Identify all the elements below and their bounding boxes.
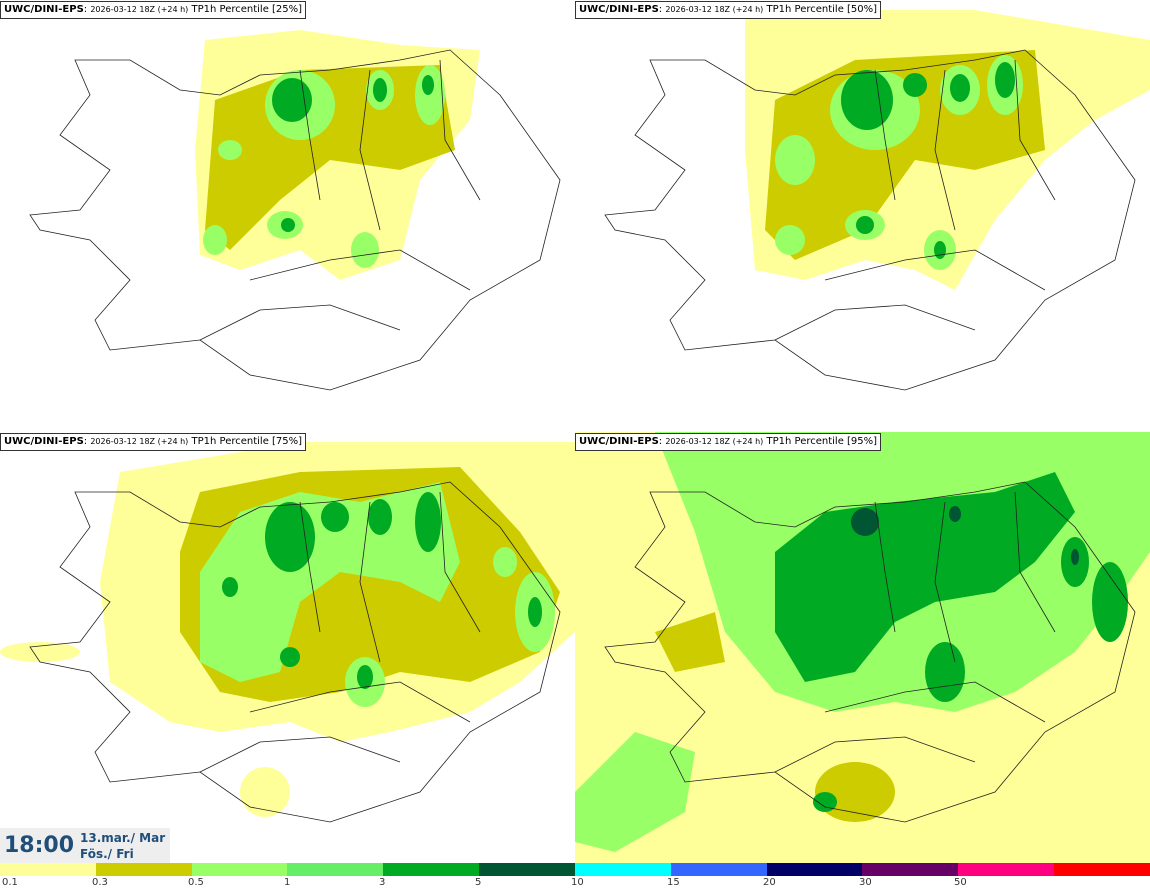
colorbar-tick-label: 10 bbox=[571, 877, 584, 888]
iceland-outline bbox=[604, 49, 1136, 391]
colorbar-tick-label: 0.1 bbox=[2, 877, 18, 888]
colorbar-swatch bbox=[95, 863, 192, 876]
colorbar-tick-label: 1 bbox=[284, 877, 291, 888]
date-line: 13.mar./ Mar bbox=[80, 831, 166, 845]
colorbar-swatch bbox=[574, 863, 671, 876]
map-panel-50: UWC/DINI-EPS: 2026-03-12 18Z (+24 h) TP1… bbox=[575, 0, 1150, 431]
colorbar-tick-label: 20 bbox=[763, 877, 776, 888]
colorbar-tick-label: 0.3 bbox=[92, 877, 108, 888]
map-canvas bbox=[29, 30, 561, 391]
colorbar-swatch bbox=[862, 863, 959, 876]
colorbar-tick-label: 30 bbox=[859, 877, 872, 888]
panel-title: UWC/DINI-EPS: 2026-03-12 18Z (+24 h) TP1… bbox=[575, 1, 882, 19]
colorbar-tick-label: 3 bbox=[379, 877, 386, 888]
panel-title: UWC/DINI-EPS: 2026-03-12 18Z (+24 h) TP1… bbox=[575, 433, 882, 451]
colorbar-swatch bbox=[191, 863, 288, 876]
day-line: Fös./ Fri bbox=[80, 847, 134, 861]
precip-darkgreen bbox=[851, 506, 1079, 565]
colorbar-tick-label: 50 bbox=[954, 877, 967, 888]
precip-olive bbox=[655, 612, 895, 822]
colorbar-labels: 0.1 0.3 0.5 1 3 5 10 15 20 30 50 bbox=[0, 876, 1150, 891]
iceland-outline bbox=[29, 481, 561, 823]
iceland-outline bbox=[29, 49, 561, 391]
precip-green bbox=[775, 472, 1128, 812]
map-panel-75: UWC/DINI-EPS: 2026-03-12 18Z (+24 h) TP1… bbox=[0, 432, 575, 863]
map-panel-95: UWC/DINI-EPS: 2026-03-12 18Z (+24 h) TP1… bbox=[575, 432, 1150, 863]
colorbar-tick-label: 0.5 bbox=[188, 877, 204, 888]
map-panel-25: UWC/DINI-EPS: 2026-03-12 18Z (+24 h) TP1… bbox=[0, 0, 575, 431]
precip-green bbox=[841, 62, 1015, 259]
valid-time-box: 18:00 13.mar./ Mar Fös./ Fri bbox=[0, 828, 170, 863]
precip-colorbar bbox=[0, 863, 1150, 876]
colorbar-swatch bbox=[383, 863, 480, 876]
valid-time-clock: 18:00 bbox=[4, 833, 75, 858]
colorbar-swatch bbox=[1054, 863, 1150, 876]
map-canvas bbox=[604, 10, 1150, 391]
colorbar-tick-label: 5 bbox=[475, 877, 482, 888]
colorbar-swatch bbox=[766, 863, 863, 876]
panel-title: UWC/DINI-EPS: 2026-03-12 18Z (+24 h) TP1… bbox=[0, 433, 307, 451]
map-canvas bbox=[0, 442, 575, 823]
colorbar-swatch bbox=[670, 863, 767, 876]
colorbar-swatch bbox=[0, 863, 96, 876]
valid-time-date: 13.mar./ Mar Fös./ Fri bbox=[80, 830, 165, 862]
colorbar-swatch bbox=[958, 863, 1055, 876]
panel-title: UWC/DINI-EPS: 2026-03-12 18Z (+24 h) TP1… bbox=[0, 1, 307, 19]
colorbar-swatch bbox=[479, 863, 575, 876]
colorbar-swatch bbox=[287, 863, 384, 876]
map-canvas bbox=[575, 432, 1150, 863]
iceland-outline bbox=[604, 481, 1136, 823]
colorbar-tick-label: 15 bbox=[667, 877, 680, 888]
precip-green bbox=[272, 75, 434, 232]
